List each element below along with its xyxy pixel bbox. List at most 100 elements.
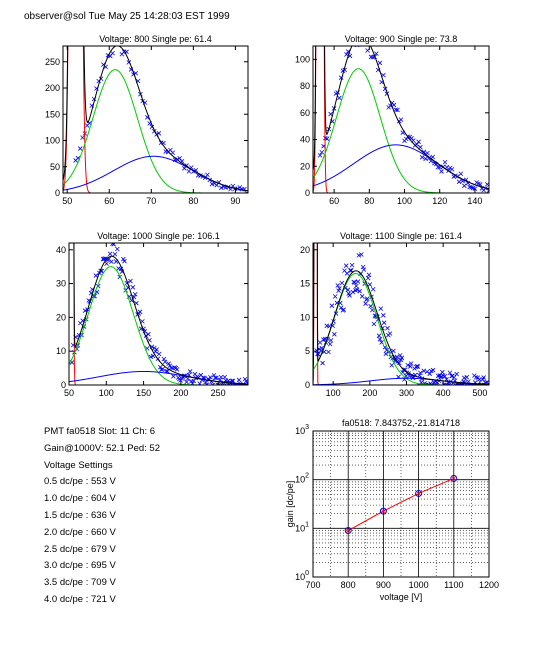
data-point (427, 371, 432, 377)
data-point (446, 382, 452, 385)
chart-title: Voltage: 1100 Single pe: 161.4 (340, 231, 462, 241)
data-point (377, 337, 383, 342)
data-point (385, 325, 390, 331)
y-tick-label: 103 (295, 424, 309, 436)
data-point (440, 369, 445, 375)
data-point (434, 382, 439, 385)
y-tick-label: 100 (45, 136, 60, 146)
data-point (449, 373, 454, 379)
chart-title: fa0518: 7.843752,-21.814718 (342, 418, 460, 428)
gain-point-marker (451, 476, 457, 481)
data-point (419, 155, 425, 160)
signal-fit-line (313, 68, 489, 193)
data-point (381, 312, 386, 318)
page-header: observer@sol Tue May 25 14:28:03 EST 199… (24, 11, 230, 22)
plot-area (313, 243, 489, 385)
x-tick-label: 120 (432, 196, 447, 206)
data-point (137, 309, 143, 315)
gain-point (450, 474, 458, 482)
data-point (166, 361, 171, 366)
data-point (473, 375, 479, 380)
y-tick-label: 40 (56, 245, 66, 255)
gain-point-marker (381, 508, 386, 514)
y-tick-label: 60 (300, 108, 310, 118)
histogram-1000v: 50 100 150 200 250 0 10 20 30 40 Voltage: 1000 Sin… (56, 231, 249, 398)
data-point (449, 167, 455, 172)
data-point (356, 253, 362, 258)
data-point (115, 246, 120, 252)
y-tick-label: 0 (305, 188, 310, 198)
data-point (486, 188, 489, 193)
y-tick-label: 0 (61, 380, 66, 390)
voltage-setting: 1.0 dc/pe : 604 V (44, 493, 116, 505)
y-tick-label: 0 (305, 380, 310, 390)
data-point (399, 355, 405, 361)
chart-title: Voltage: 800 Single pe: 61.4 (99, 34, 212, 44)
data-point (472, 186, 478, 191)
voltage-setting: 1.5 dc/pe : 636 V (44, 509, 116, 521)
x-tick-label: 140 (467, 196, 482, 206)
gain-pedestal: Gain@1000V: 52.1 Ped: 52 (44, 442, 160, 454)
total-fit-line (313, 243, 489, 385)
data-point (316, 351, 321, 357)
data-point (130, 285, 136, 290)
data-point (456, 179, 462, 185)
y-tick-label: 50 (50, 162, 60, 172)
y-tick-label: 250 (45, 57, 60, 67)
y-tick-label: 102 (295, 473, 309, 485)
data-point (219, 185, 224, 191)
data-point (439, 169, 444, 174)
data-point (379, 340, 384, 345)
data-point (214, 182, 219, 188)
y-tick-label: 100 (295, 54, 310, 64)
data-point (328, 111, 333, 117)
data-point (347, 293, 352, 298)
x-tick-label: 80 (364, 196, 374, 206)
data-point (343, 263, 349, 268)
total-fit-line (63, 46, 248, 192)
data-point (447, 370, 453, 376)
data-point (416, 139, 421, 145)
x-tick-label: 200 (173, 388, 188, 398)
data-point (370, 286, 376, 292)
histogram-1100v: 100 200 300 400 500 0 5 10 15 20 Voltage: 1100 Sin… (300, 231, 490, 398)
data-point (328, 338, 334, 343)
x-tick-label: 300 (399, 388, 414, 398)
data-point (118, 266, 124, 272)
voltage-setting: 2.5 dc/pe : 679 V (44, 543, 116, 555)
data-point (161, 356, 167, 362)
voltage-setting: 0.5 dc/pe : 553 V (44, 476, 116, 488)
data-point (337, 286, 342, 291)
data-point (378, 306, 384, 311)
x-tick-label: 150 (136, 388, 151, 398)
data-point (430, 367, 436, 373)
data-point (218, 374, 224, 380)
data-point (205, 172, 210, 178)
data-point (363, 301, 368, 306)
data-point (359, 252, 364, 257)
plot-area (63, 46, 248, 193)
data-point (337, 95, 342, 101)
x-tick-label: 60 (329, 196, 339, 206)
pmt-info-panel: PMT fa0518 Slot: 11 Ch: 6 Gain@1000V: 52… (44, 424, 160, 609)
chart-title: Voltage: 900 Single pe: 73.8 (345, 34, 458, 44)
y-tick-label: 150 (45, 109, 60, 119)
x-tick-label: 200 (362, 388, 377, 398)
gain-point-marker (416, 491, 421, 496)
data-point (317, 153, 323, 158)
data-point (464, 374, 470, 380)
y-tick-label: 200 (45, 83, 60, 93)
data-point (352, 280, 357, 285)
data-point (80, 135, 85, 140)
data-point (216, 382, 222, 385)
data-point (214, 375, 219, 381)
data-point (383, 351, 389, 357)
data-point (184, 379, 189, 385)
y-tick-label: 40 (300, 135, 310, 145)
chart-title: Voltage: 1000 Single pe: 106.1 (97, 231, 220, 241)
data-point (365, 275, 371, 281)
x-tick-label: 100 (397, 196, 412, 206)
x-tick-label: 1000 (409, 580, 429, 590)
data-point (324, 136, 330, 141)
data-point (326, 349, 331, 355)
